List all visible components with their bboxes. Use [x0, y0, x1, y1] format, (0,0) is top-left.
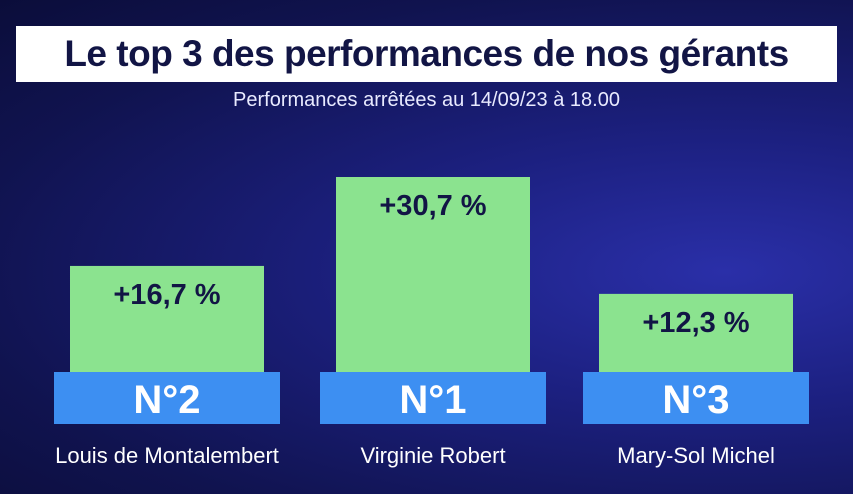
title-band: Le top 3 des performances de nos gérants: [16, 26, 837, 82]
rank-badge: [583, 372, 809, 424]
data-label: +12,3 %: [642, 307, 749, 339]
rank-label: N°3: [662, 378, 729, 422]
data-label: +16,7 %: [113, 279, 220, 311]
chart-subtitle: Performances arrêtées au 14/09/23 à 18.0…: [233, 89, 620, 111]
data-label: +30,7 %: [379, 190, 486, 222]
category-label: Louis de Montalembert: [55, 443, 279, 468]
rank-badge: [320, 372, 546, 424]
bar: [336, 177, 530, 378]
rank-badge: [54, 372, 280, 424]
bar: [599, 293, 793, 378]
chart-title: Le top 3 des performances de nos gérants: [64, 33, 789, 74]
category-label: Mary-Sol Michel: [617, 443, 775, 468]
rank-label: N°1: [399, 378, 466, 422]
bar: [70, 265, 264, 378]
category-label: Virginie Robert: [360, 443, 505, 468]
rank-label: N°2: [133, 378, 200, 422]
